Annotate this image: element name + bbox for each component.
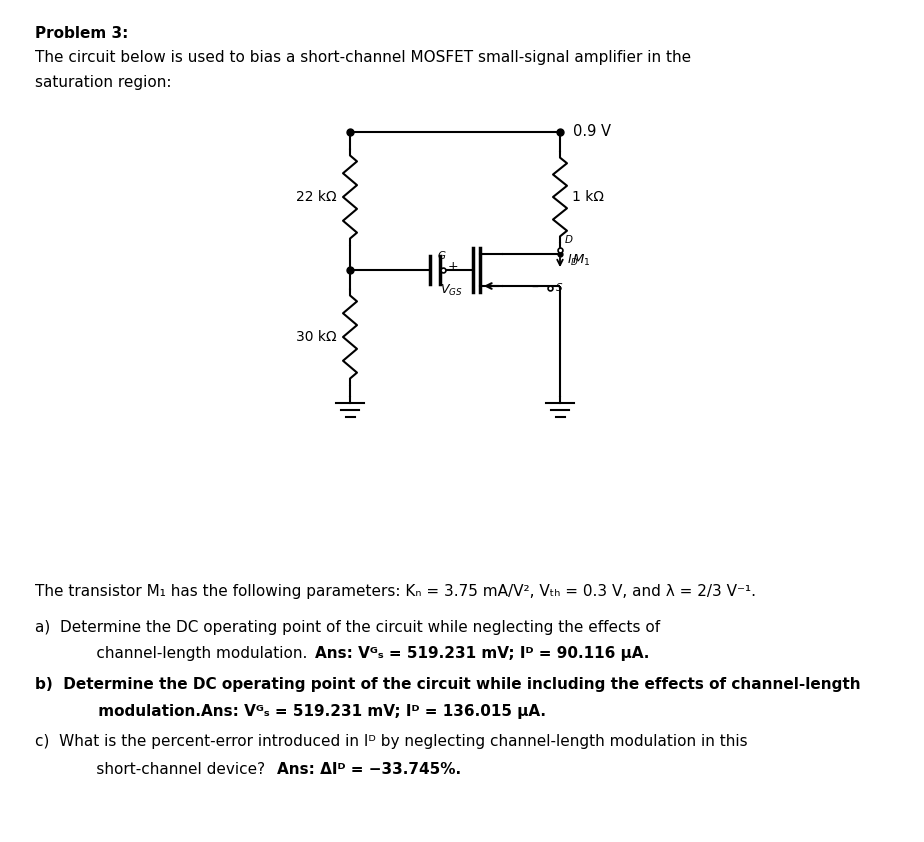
- Text: a)  Determine the DC operating point of the circuit while neglecting the effects: a) Determine the DC operating point of t…: [35, 620, 660, 635]
- Text: 1 kΩ: 1 kΩ: [572, 190, 604, 204]
- Text: The transistor M₁ has the following parameters: Kₙ = 3.75 mA/V², Vₜₕ = 0.3 V, an: The transistor M₁ has the following para…: [35, 584, 756, 599]
- Text: $I_D$: $I_D$: [567, 253, 579, 268]
- Text: S: S: [556, 283, 563, 293]
- Text: b)  Determine the DC operating point of the circuit while including the effects : b) Determine the DC operating point of t…: [35, 677, 860, 692]
- Text: c)  What is the percent-error introduced in Iᴰ by neglecting channel-length modu: c) What is the percent-error introduced …: [35, 734, 748, 749]
- Text: saturation region:: saturation region:: [35, 75, 172, 90]
- Text: Ans: Vᴳₛ = 519.231 mV; Iᴰ = 90.116 μA.: Ans: Vᴳₛ = 519.231 mV; Iᴰ = 90.116 μA.: [315, 646, 650, 661]
- Text: 0.9 V: 0.9 V: [573, 125, 611, 140]
- Text: 30 kΩ: 30 kΩ: [297, 330, 337, 344]
- Text: G: G: [438, 251, 446, 261]
- Text: –: –: [531, 281, 539, 295]
- Text: $M_1$: $M_1$: [572, 253, 590, 268]
- Text: short-channel device?: short-channel device?: [72, 762, 270, 777]
- Text: +: +: [448, 259, 458, 273]
- Text: Ans: ΔIᴰ = −33.745%.: Ans: ΔIᴰ = −33.745%.: [277, 762, 461, 777]
- Text: The circuit below is used to bias a short-channel MOSFET small-signal amplifier : The circuit below is used to bias a shor…: [35, 50, 691, 65]
- Text: Problem 3:: Problem 3:: [35, 26, 128, 41]
- Text: Ans: Vᴳₛ = 519.231 mV; Iᴰ = 136.015 μA.: Ans: Vᴳₛ = 519.231 mV; Iᴰ = 136.015 μA.: [201, 704, 546, 719]
- Text: modulation.: modulation.: [72, 704, 206, 719]
- Text: channel-length modulation.: channel-length modulation.: [72, 646, 312, 661]
- Text: 22 kΩ: 22 kΩ: [297, 190, 337, 204]
- Text: $V_{GS}$: $V_{GS}$: [440, 283, 463, 298]
- Text: D: D: [565, 235, 573, 245]
